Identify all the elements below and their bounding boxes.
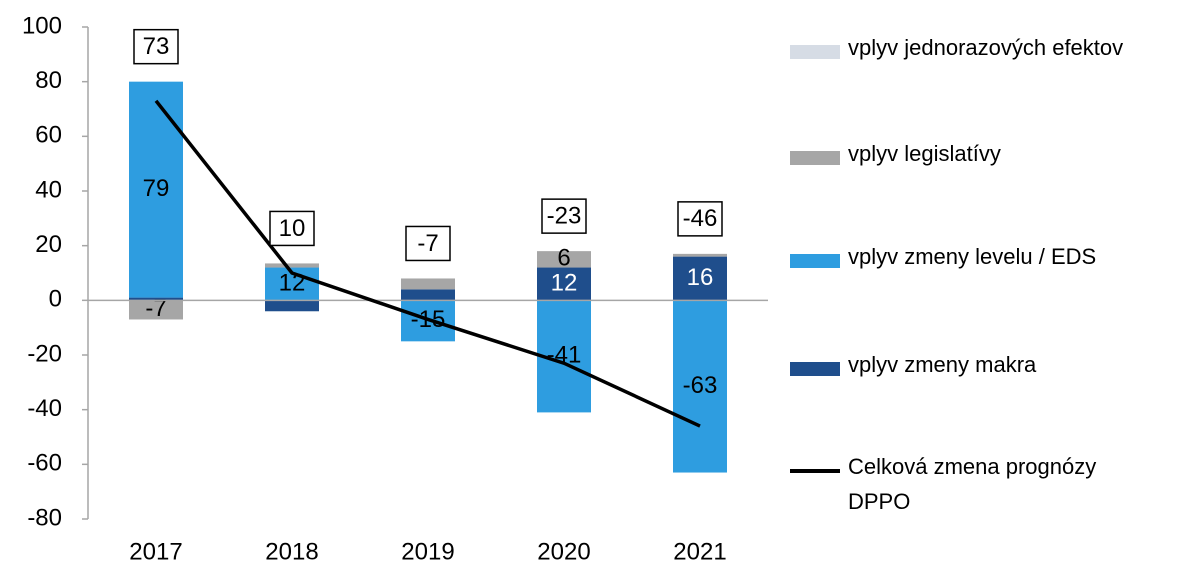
data-label: -63 <box>683 372 718 399</box>
y-tick-label: -80 <box>27 504 62 531</box>
y-tick-label: 20 <box>35 231 62 258</box>
legend-label: vplyv zmeny levelu / EDS <box>848 244 1097 269</box>
bar-segment <box>537 267 591 301</box>
total-label: -23 <box>547 202 582 229</box>
y-tick-label: 40 <box>35 176 62 203</box>
data-label: 12 <box>551 269 578 296</box>
legend-entry: vplyv legislatívy <box>790 141 1133 171</box>
label-box <box>405 225 451 262</box>
bar-segment <box>537 251 591 268</box>
y-tick-label: 60 <box>35 122 62 149</box>
bar-segment <box>673 256 727 301</box>
legend-label: vplyv zmeny makra <box>848 352 1037 377</box>
legend-label: vplyv legislatívy <box>848 141 1001 166</box>
legend-swatch <box>790 254 840 268</box>
legend-swatch <box>790 362 840 376</box>
legend-entry: vplyv zmeny levelu / EDS <box>790 244 1133 274</box>
bar-segment <box>401 278 455 290</box>
bar-segment <box>129 81 183 298</box>
legend-label: vplyv jednorazových efektov <box>848 35 1124 60</box>
y-tick-label: 80 <box>35 67 62 94</box>
total-label: -7 <box>417 230 438 257</box>
legend-swatch <box>790 151 840 165</box>
data-label: -7 <box>145 295 166 322</box>
bar-segment <box>401 289 455 301</box>
x-tick-label: 2019 <box>401 538 454 565</box>
x-tick-label: 2018 <box>265 538 318 565</box>
label-box <box>269 210 315 247</box>
legend-swatch <box>790 469 840 473</box>
bar-segment <box>673 300 727 473</box>
total-label: 10 <box>279 215 306 242</box>
x-tick-label: 2017 <box>129 538 182 565</box>
y-tick-label: -40 <box>27 395 62 422</box>
y-tick-label: 100 <box>22 12 62 39</box>
chart: -80-60-40-2002040608010079-72017122018-1… <box>22 12 768 565</box>
data-label: 79 <box>143 175 170 202</box>
bar-segment <box>673 253 727 257</box>
data-label: 6 <box>557 245 570 272</box>
legend: vplyv jednorazových efektov vplyv legisla… <box>790 0 1190 569</box>
y-tick-label: -20 <box>27 340 62 367</box>
legend-entry: vplyv zmeny makra <box>790 352 1133 382</box>
bar-segment <box>265 263 319 268</box>
y-tick-label: 0 <box>49 286 62 313</box>
label-box <box>133 28 179 65</box>
data-label: 16 <box>687 264 714 291</box>
total-line <box>154 99 701 428</box>
total-label: 73 <box>143 33 170 60</box>
legend-swatch <box>790 45 840 59</box>
y-tick-label: -60 <box>27 450 62 477</box>
label-box <box>677 201 723 237</box>
x-tick-label: 2020 <box>537 538 590 565</box>
x-tick-label: 2021 <box>673 538 726 565</box>
bar-segment <box>129 297 183 301</box>
total-label: -46 <box>683 205 718 232</box>
label-box <box>541 198 587 234</box>
bar-segment <box>129 300 183 320</box>
legend-label: Celková zmena prognózy DPPO <box>848 454 1097 514</box>
legend-entry: vplyv jednorazových efektov <box>790 35 1133 65</box>
legend-entry: Celková zmena prognózy DPPO <box>790 454 1133 519</box>
bar-segment <box>265 300 319 312</box>
